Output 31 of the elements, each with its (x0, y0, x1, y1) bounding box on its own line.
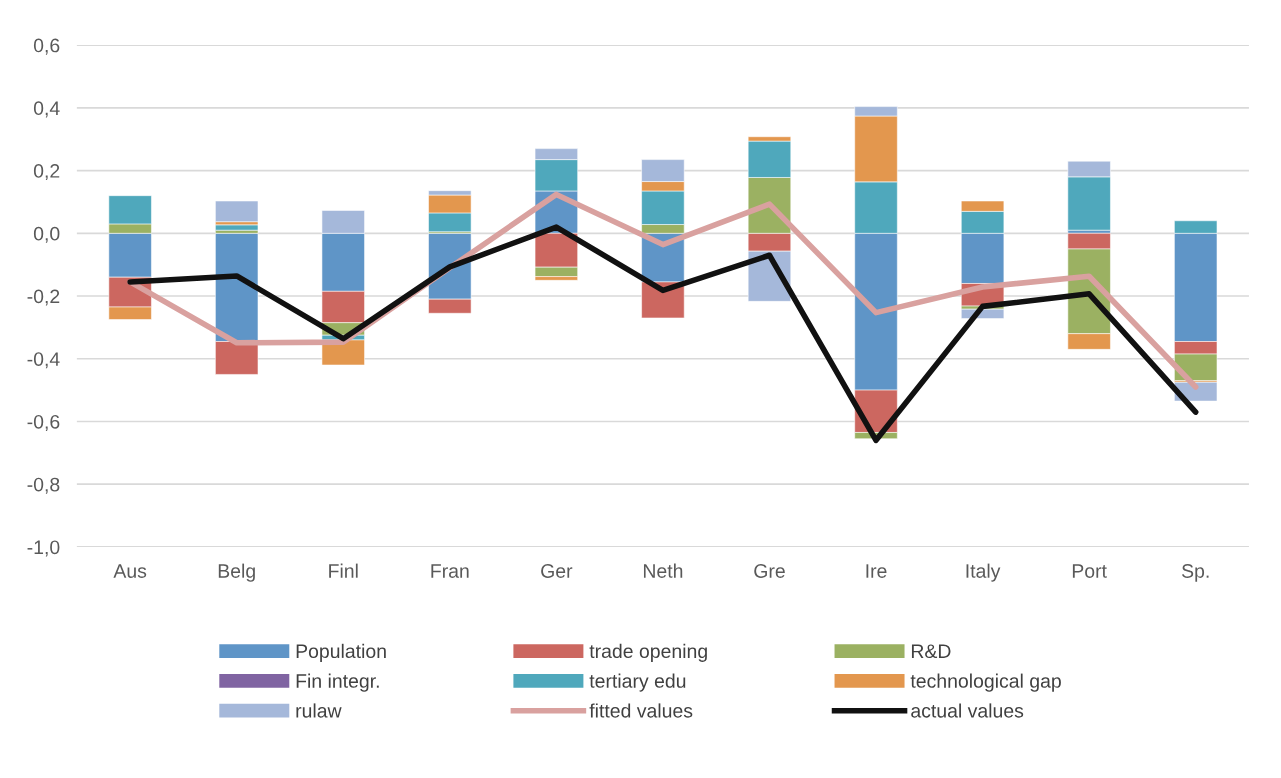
y-tick-label: -1,0 (27, 540, 60, 557)
y-tick-label: 0,4 (33, 101, 60, 118)
bar (215, 200, 259, 222)
legend-label: trade opening (589, 643, 707, 662)
legend-label: rulaw (296, 703, 342, 718)
y-tick-label: -0,8 (27, 477, 60, 494)
x-tick-label: Port (1072, 564, 1107, 578)
y-tick-label: 0,2 (33, 164, 60, 181)
legend-label: Population (296, 643, 386, 662)
y-tick-label: 0,0 (33, 226, 60, 243)
x-tick-label: Finl (329, 563, 358, 578)
y-tick-label: -0,6 (27, 414, 60, 432)
y-tick-label: -0,2 (27, 289, 60, 306)
legend-label: R&D (911, 644, 951, 659)
y-tick-label: -0,4 (27, 352, 60, 369)
x-tick-label: Belg (218, 563, 255, 582)
x-tick-label: Aus (113, 564, 147, 578)
legend-label: Fin integr. (296, 673, 379, 692)
x-tick-label: Ger (541, 564, 573, 578)
legend-label: tertiary edu (589, 673, 686, 692)
x-tick-label: Gre (754, 564, 785, 578)
x-tick-label: Ire (866, 564, 887, 578)
legend-label: fitted values (589, 703, 693, 718)
y-tick-label: 0,6 (33, 38, 60, 55)
x-tick-label: Neth (643, 563, 683, 578)
legend-label: actual values (911, 703, 1024, 718)
x-tick-label: Fran (431, 564, 469, 578)
x-tick-label: Italy (966, 563, 1001, 582)
x-tick-label: Sp. (1181, 564, 1209, 582)
bar (215, 224, 259, 231)
legend-label: technological gap (910, 673, 1061, 692)
